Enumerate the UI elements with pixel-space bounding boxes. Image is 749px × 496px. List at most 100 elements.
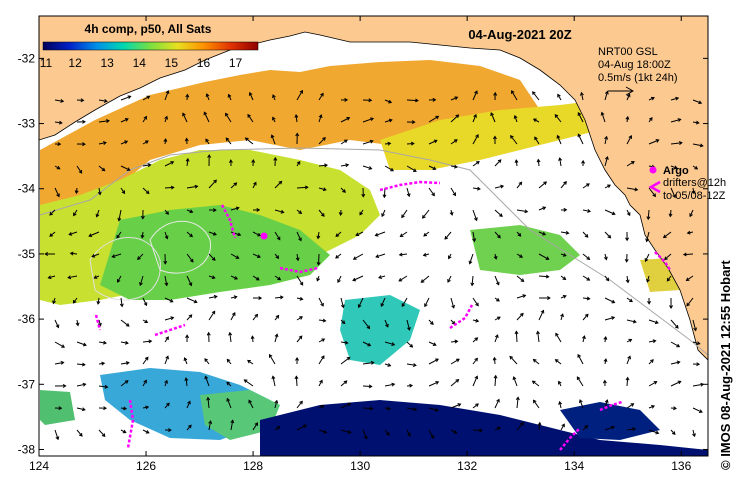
current-scale-arrow: [608, 86, 635, 96]
current-vector-head: [630, 403, 635, 407]
current-vector-head: [323, 429, 328, 434]
current-vector-head: [144, 356, 149, 361]
current-vector: [423, 231, 430, 237]
current-vector-head: [391, 382, 396, 387]
current-vector-head: [140, 234, 145, 239]
current-vector: [358, 297, 364, 308]
current-vector-head: [449, 211, 454, 216]
current-vector-head: [124, 380, 129, 384]
current-vector-head: [125, 323, 130, 327]
drifter-legend-line1: drifters@12h: [663, 177, 726, 189]
current-vector-head: [434, 407, 439, 412]
current-vector: [164, 402, 170, 409]
current-vector: [692, 143, 703, 147]
current-vector: [274, 231, 281, 240]
current-vector-head: [455, 114, 460, 119]
current-vector-head: [185, 93, 190, 98]
current-vector: [208, 275, 215, 279]
current-vector: [648, 139, 659, 145]
current-vector-head: [101, 361, 106, 366]
sst-patch-east-green: [470, 225, 580, 275]
current-vector: [120, 297, 123, 307]
current-vector: [164, 186, 174, 189]
current-vector-head: [117, 217, 122, 222]
current-vector: [296, 253, 299, 261]
current-vector-head: [646, 216, 651, 221]
current-vector: [538, 275, 549, 278]
current-vector-head: [678, 141, 683, 145]
current-vector-head: [72, 299, 77, 304]
current-vector: [296, 335, 303, 343]
current-vector-head: [228, 159, 233, 163]
current-vector-head: [517, 232, 522, 237]
current-vector-head: [492, 135, 497, 140]
current-vector: [76, 341, 87, 346]
current-vector: [670, 142, 682, 145]
current-vector: [296, 401, 303, 409]
current-vector-head: [673, 165, 678, 170]
current-vector-head: [563, 181, 567, 185]
current-vector-head: [303, 424, 308, 429]
current-vector: [604, 156, 608, 167]
current-vector-head: [646, 278, 650, 283]
current-vector: [510, 135, 518, 145]
current-vector-head: [298, 335, 303, 340]
current-vector-head: [316, 261, 321, 266]
current-vector: [399, 253, 408, 256]
current-vector-head: [420, 279, 425, 283]
colorbar-bar: [42, 41, 259, 51]
current-vector: [186, 231, 193, 237]
current-vector: [164, 161, 174, 167]
current-vector-head: [338, 212, 343, 216]
current-vector: [579, 399, 584, 409]
current-vector: [208, 231, 217, 236]
current-vector-head: [398, 277, 403, 282]
sst-patch-south-navy: [260, 400, 708, 456]
current-vector: [272, 376, 276, 387]
current-vector: [271, 134, 276, 145]
current-vector: [428, 381, 439, 387]
current-vector: [516, 397, 519, 409]
current-vector: [534, 136, 540, 145]
current-vector: [141, 231, 144, 238]
current-vector-head: [479, 428, 483, 433]
current-vector: [98, 429, 106, 437]
current-vector: [142, 95, 150, 101]
current-vector-head: [399, 233, 404, 238]
current-vector: [582, 425, 588, 431]
current-vector: [538, 206, 546, 211]
current-vector-head: [378, 275, 383, 279]
current-vector: [601, 112, 606, 123]
current-vector: [120, 187, 125, 194]
sst-patch-north-orange: [40, 60, 540, 205]
current-vector-head: [121, 190, 126, 195]
current-vector: [70, 252, 78, 255]
current-vector-head: [163, 138, 168, 142]
current-vector: [120, 380, 129, 387]
current-vector-head: [144, 140, 149, 144]
current-vector: [244, 379, 254, 387]
current-vector-head: [304, 185, 309, 190]
current-vector-head: [401, 214, 405, 219]
current-vector-head: [320, 92, 324, 97]
current-vector: [472, 403, 479, 409]
current-vector: [381, 209, 386, 217]
current-vector: [450, 165, 458, 168]
current-vector-head: [407, 432, 411, 437]
current-vector-head: [645, 238, 650, 243]
current-vector-head: [82, 342, 87, 347]
current-vector-head: [235, 255, 240, 259]
current-vector-head: [695, 120, 700, 125]
current-vector-head: [391, 342, 396, 346]
current-vector-head: [104, 384, 109, 389]
current-vector-head: [648, 116, 653, 121]
current-vector: [406, 319, 410, 331]
current-vector-head: [299, 400, 303, 405]
current-vector: [96, 209, 100, 217]
current-vector-head: [275, 314, 280, 319]
current-vector-head: [473, 113, 477, 118]
current-vector-head: [398, 252, 403, 257]
current-vector-head: [509, 355, 514, 360]
current-vector: [406, 165, 417, 172]
current-vector-head: [68, 231, 73, 236]
